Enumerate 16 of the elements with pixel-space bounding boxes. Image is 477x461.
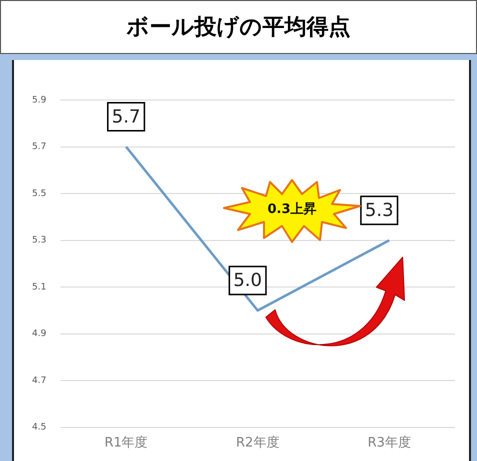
x-tick-label: R2年度 bbox=[236, 434, 280, 451]
data-label: 5.0 bbox=[233, 270, 262, 292]
y-tick-label: 5.3 bbox=[32, 236, 46, 246]
data-label: 5.3 bbox=[364, 200, 394, 221]
chart-title: ボール投げの平均得点 bbox=[126, 13, 350, 42]
annotation: 0.3上昇 bbox=[266, 201, 318, 218]
x-tick-label: R1年度 bbox=[104, 434, 148, 451]
x-tick-label: R3年度 bbox=[368, 434, 411, 451]
y-tick-label: 4.7 bbox=[32, 376, 46, 386]
y-tick-label: 4.5 bbox=[32, 422, 46, 433]
y-tick-label: 5.5 bbox=[32, 188, 46, 199]
y-tick-label: 4.9 bbox=[32, 329, 47, 340]
y-tick-label: 5.7 bbox=[32, 142, 46, 152]
y-tick-label: 5.9 bbox=[32, 95, 47, 106]
y-tick-label: 5.1 bbox=[32, 282, 46, 292]
data-label: 5.7 bbox=[112, 106, 140, 128]
